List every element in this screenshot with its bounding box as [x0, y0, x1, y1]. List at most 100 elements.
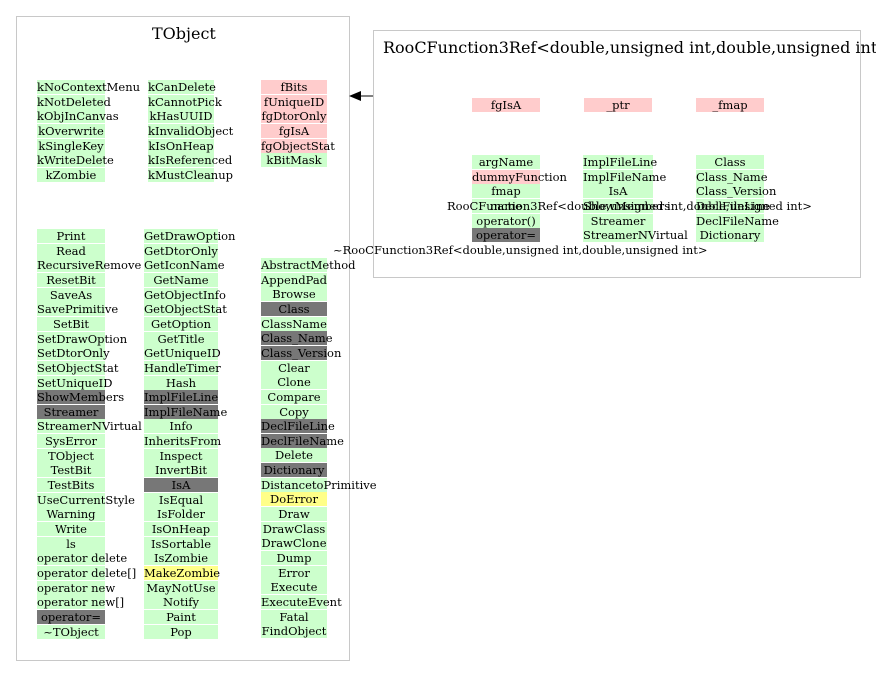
member-clear: Clear	[261, 360, 327, 375]
roocf-member-fmap: _fmap	[696, 98, 764, 112]
member-kwritedelete: kWriteDelete	[37, 153, 114, 168]
member-declfilename: DeclFileName	[261, 433, 344, 448]
member-funiqueid: fUniqueID	[261, 94, 327, 109]
member-geticonname: GetIconName	[144, 258, 225, 273]
member-write: Write	[37, 522, 105, 536]
member-isequal: IsEqual	[144, 492, 218, 507]
member-implfileline: ImplFileLine	[144, 390, 219, 405]
member-appendpad: AppendPad	[261, 272, 328, 287]
member-fgisa: fgIsA	[261, 123, 327, 138]
member-setdtoronly: SetDtorOnly	[37, 346, 110, 361]
roocf-member-fgisa: fgIsA	[472, 98, 540, 112]
roocfunction-title: RooCFunction3Ref<double,unsigned int,dou…	[383, 38, 876, 57]
member-showmembers: ShowMembers	[37, 390, 125, 405]
member-invertbit: InvertBit	[144, 463, 218, 478]
member-getdtoronly: GetDtorOnly	[144, 243, 218, 258]
member-declfileline: DeclFileLine	[261, 419, 335, 434]
member-class-version: Class_Version	[261, 345, 342, 360]
member-getobjectstat: GetObjectStat	[144, 302, 227, 317]
member-class-version: Class_Version	[696, 184, 777, 199]
member-setdrawoption: SetDrawOption	[37, 331, 128, 346]
member-tobject: TObject	[37, 448, 105, 463]
member-implfileline: ImplFileLine	[583, 155, 658, 169]
member-recursiveremove: RecursiveRemove	[37, 258, 142, 273]
member-makezombie: MakeZombie	[144, 565, 221, 580]
member-fmap: fmap	[472, 184, 540, 199]
member-fatal: Fatal	[261, 609, 327, 624]
member-knotdeleted: kNotDeleted	[37, 94, 111, 109]
member-executeevent: ExecuteEvent	[261, 594, 342, 609]
member-kbitmask: kBitMask	[261, 153, 327, 168]
member-getdrawoption: GetDrawOption	[144, 229, 236, 243]
member-operator: operator()	[472, 213, 540, 228]
roocf-destructor-label: ~RooCFunction3Ref<double,unsigned int,do…	[333, 243, 708, 257]
member-getobjectinfo: GetObjectInfo	[144, 287, 226, 302]
member-browse: Browse	[261, 287, 327, 302]
member-iszombie: IsZombie	[144, 551, 218, 566]
member-tobject: ~TObject	[37, 624, 105, 639]
member-kobjincanvas: kObjInCanvas	[37, 109, 119, 124]
member-findobject: FindObject	[261, 624, 327, 639]
member-fbits: fBits	[261, 80, 327, 94]
member-drawclone: DrawClone	[261, 536, 327, 551]
member-gettitle: GetTitle	[144, 331, 218, 346]
member-warning: Warning	[37, 507, 105, 522]
member-operator-delete: operator delete[]	[37, 565, 137, 580]
member-print: Print	[37, 229, 105, 243]
member-kcannotpick: kCannotPick	[148, 94, 222, 109]
member-operator-delete: operator delete	[37, 551, 128, 566]
arrow-left-icon	[349, 91, 373, 101]
member-setobjectstat: SetObjectStat	[37, 360, 119, 375]
member-syserror: SysError	[37, 434, 105, 449]
member-dictionary: Dictionary	[261, 463, 327, 478]
member-khasuuid: kHasUUID	[148, 109, 214, 124]
member-maynotuse: MayNotUse	[144, 580, 218, 595]
member-error: Error	[261, 565, 327, 580]
member-issortable: IsSortable	[144, 536, 218, 551]
member-info: Info	[144, 419, 218, 434]
member-delete: Delete	[261, 448, 327, 463]
member-clone: Clone	[261, 375, 327, 390]
member-abstractmethod: AbstractMethod	[261, 258, 356, 272]
member-name: name	[472, 198, 540, 213]
member-kisonheap: kIsOnHeap	[148, 138, 214, 153]
member-operator: operator=	[472, 228, 540, 243]
member-fgdtoronly: fgDtorOnly	[261, 109, 327, 124]
member-isonheap: IsOnHeap	[144, 522, 218, 536]
member-execute: Execute	[261, 580, 327, 595]
member-setuniqueid: SetUniqueID	[37, 375, 113, 390]
member-saveas: SaveAs	[37, 287, 105, 302]
member-getuniqueid: GetUniqueID	[144, 346, 221, 361]
member-paint: Paint	[144, 609, 218, 624]
member-isa: IsA	[583, 184, 653, 199]
member-argname: argName	[472, 155, 540, 169]
member-compare: Compare	[261, 389, 327, 404]
member-distancetoprimitive: DistancetoPrimitive	[261, 477, 377, 492]
member-ls: ls	[37, 536, 105, 551]
member-koverwrite: kOverwrite	[37, 123, 105, 138]
member-operator: operator=	[37, 609, 105, 624]
member-isa: IsA	[144, 478, 218, 493]
member-isfolder: IsFolder	[144, 507, 218, 522]
member-showmembers: ShowMembers	[583, 198, 671, 213]
member-kinvalidobject: kInvalidObject	[148, 123, 234, 138]
member-testbit: TestBit	[37, 463, 105, 478]
member-operator-new: operator new	[37, 580, 116, 595]
tobject-title: TObject	[152, 24, 216, 43]
member-declfilename: DeclFileName	[696, 213, 779, 228]
member-setbit: SetBit	[37, 316, 105, 331]
member-pop: Pop	[144, 624, 218, 639]
member-implfilename: ImplFileName	[144, 404, 228, 419]
member-saveprimitive: SavePrimitive	[37, 302, 119, 317]
member-testbits: TestBits	[37, 478, 105, 493]
member-class-name: Class_Name	[261, 331, 333, 346]
member-resetbit: ResetBit	[37, 272, 105, 287]
member-notify: Notify	[144, 595, 218, 610]
member-dummyfunction: dummyFunction	[472, 169, 567, 184]
member-dump: Dump	[261, 551, 327, 565]
member-kcandelete: kCanDelete	[148, 80, 216, 94]
member-copy: Copy	[261, 404, 327, 419]
member-knocontextmenu: kNoContextMenu	[37, 80, 141, 94]
member-classname: ClassName	[261, 316, 327, 331]
